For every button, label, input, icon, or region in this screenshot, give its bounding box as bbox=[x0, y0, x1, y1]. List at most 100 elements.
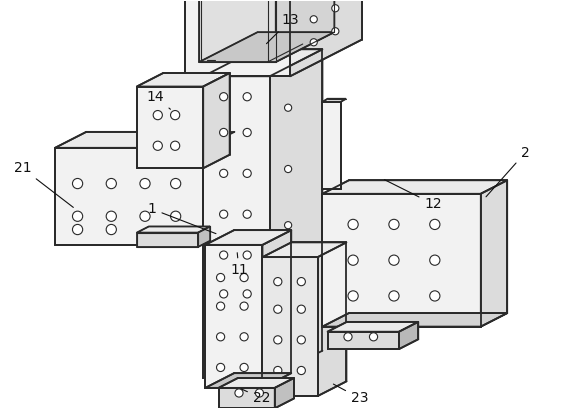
Polygon shape bbox=[198, 227, 210, 247]
Circle shape bbox=[240, 274, 248, 282]
Circle shape bbox=[220, 210, 228, 218]
Circle shape bbox=[216, 333, 224, 341]
Circle shape bbox=[243, 128, 251, 137]
Circle shape bbox=[389, 219, 399, 229]
Circle shape bbox=[240, 363, 248, 371]
Circle shape bbox=[170, 141, 180, 151]
Circle shape bbox=[72, 178, 83, 189]
Circle shape bbox=[235, 389, 243, 397]
Circle shape bbox=[216, 363, 224, 371]
Circle shape bbox=[332, 4, 339, 12]
Polygon shape bbox=[185, 0, 290, 76]
Polygon shape bbox=[323, 313, 507, 326]
Circle shape bbox=[389, 291, 399, 301]
Polygon shape bbox=[399, 322, 418, 349]
Polygon shape bbox=[203, 73, 230, 168]
Circle shape bbox=[243, 169, 251, 178]
Polygon shape bbox=[203, 76, 270, 378]
Circle shape bbox=[430, 219, 440, 229]
Circle shape bbox=[153, 141, 162, 151]
Circle shape bbox=[243, 210, 251, 218]
Polygon shape bbox=[323, 194, 481, 326]
Text: 1: 1 bbox=[148, 202, 216, 234]
Circle shape bbox=[274, 278, 282, 286]
Text: 21: 21 bbox=[14, 161, 73, 207]
Circle shape bbox=[297, 366, 305, 375]
Circle shape bbox=[274, 305, 282, 313]
Circle shape bbox=[285, 104, 292, 111]
Circle shape bbox=[332, 28, 339, 35]
Polygon shape bbox=[137, 227, 210, 233]
Polygon shape bbox=[323, 180, 507, 194]
Circle shape bbox=[216, 302, 224, 310]
Polygon shape bbox=[199, 0, 276, 62]
Polygon shape bbox=[323, 102, 341, 189]
Polygon shape bbox=[317, 243, 347, 396]
Circle shape bbox=[240, 333, 248, 341]
Polygon shape bbox=[137, 233, 198, 247]
Circle shape bbox=[285, 273, 292, 280]
Polygon shape bbox=[55, 148, 203, 245]
Circle shape bbox=[274, 366, 282, 375]
Circle shape bbox=[72, 225, 83, 235]
Circle shape bbox=[430, 255, 440, 265]
Text: 11: 11 bbox=[230, 253, 248, 277]
Text: 12: 12 bbox=[385, 180, 442, 211]
Text: 13: 13 bbox=[266, 13, 299, 44]
Circle shape bbox=[220, 290, 228, 298]
Polygon shape bbox=[203, 49, 323, 76]
Circle shape bbox=[240, 302, 248, 310]
Circle shape bbox=[274, 336, 282, 344]
Polygon shape bbox=[219, 388, 275, 408]
Circle shape bbox=[170, 178, 181, 189]
Polygon shape bbox=[219, 378, 294, 388]
Circle shape bbox=[344, 333, 352, 341]
Circle shape bbox=[106, 211, 117, 221]
Polygon shape bbox=[199, 32, 334, 62]
Text: 2: 2 bbox=[486, 146, 529, 197]
Circle shape bbox=[106, 225, 117, 235]
Circle shape bbox=[140, 211, 150, 221]
Circle shape bbox=[220, 169, 228, 178]
Circle shape bbox=[220, 128, 228, 137]
Polygon shape bbox=[205, 230, 291, 245]
Polygon shape bbox=[270, 49, 323, 378]
Circle shape bbox=[285, 222, 292, 229]
Polygon shape bbox=[262, 230, 291, 388]
Circle shape bbox=[285, 165, 292, 173]
Circle shape bbox=[389, 255, 399, 265]
Polygon shape bbox=[290, 0, 362, 76]
Circle shape bbox=[153, 110, 162, 120]
Circle shape bbox=[297, 336, 305, 344]
Circle shape bbox=[370, 333, 378, 341]
Polygon shape bbox=[328, 332, 399, 349]
Polygon shape bbox=[323, 99, 346, 102]
Circle shape bbox=[348, 219, 358, 229]
Circle shape bbox=[243, 290, 251, 298]
Circle shape bbox=[297, 278, 305, 286]
Polygon shape bbox=[328, 322, 418, 332]
Circle shape bbox=[106, 178, 117, 189]
Circle shape bbox=[243, 92, 251, 101]
Polygon shape bbox=[55, 132, 234, 148]
Polygon shape bbox=[481, 180, 507, 326]
Circle shape bbox=[255, 389, 263, 397]
Polygon shape bbox=[262, 257, 317, 396]
Circle shape bbox=[170, 211, 181, 221]
Text: 22: 22 bbox=[242, 389, 270, 405]
Polygon shape bbox=[137, 73, 230, 87]
Circle shape bbox=[170, 110, 180, 120]
Circle shape bbox=[220, 92, 228, 101]
Circle shape bbox=[140, 178, 150, 189]
Polygon shape bbox=[205, 373, 291, 388]
Circle shape bbox=[310, 16, 317, 23]
Circle shape bbox=[72, 211, 83, 221]
Circle shape bbox=[348, 255, 358, 265]
Circle shape bbox=[348, 291, 358, 301]
Polygon shape bbox=[262, 243, 347, 257]
Circle shape bbox=[216, 274, 224, 282]
Circle shape bbox=[430, 291, 440, 301]
Circle shape bbox=[243, 251, 251, 259]
Polygon shape bbox=[137, 87, 203, 168]
Circle shape bbox=[297, 305, 305, 313]
